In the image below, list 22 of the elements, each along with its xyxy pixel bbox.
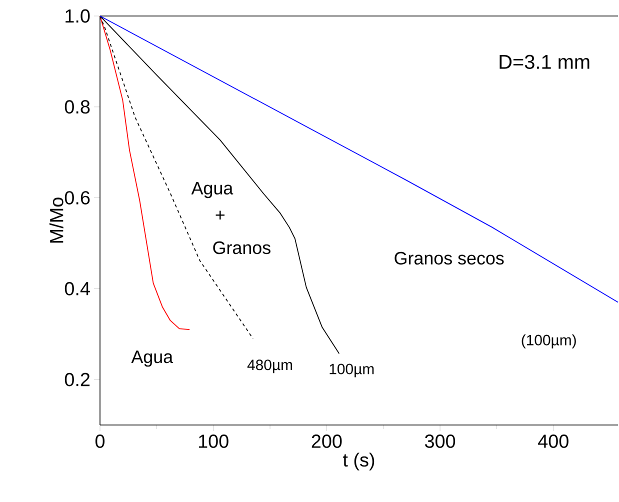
series-label: 100µm: [330, 364, 374, 378]
line-series: [100, 16, 190, 330]
x-tick-label: 100: [198, 434, 228, 448]
annotation: +: [216, 210, 225, 220]
series-label: Agua: [131, 350, 174, 367]
x-tick-label: 300: [424, 434, 456, 448]
annotation: D=3.1 mm: [500, 54, 590, 69]
x-tick-label: 400: [538, 434, 568, 448]
y-tick-label: 0.2: [64, 372, 90, 386]
y-tick-label: 0.6: [64, 191, 90, 204]
y-axis-title: M/Mo: [49, 198, 64, 243]
x-tick-label: 0: [95, 434, 105, 448]
annotation: Granos: [213, 241, 270, 254]
series-label: Granos secos: [394, 252, 504, 265]
y-tick-label: 0.4: [64, 282, 90, 296]
annotation: (100µm): [522, 334, 576, 348]
y-tick-label: 1.0: [66, 9, 90, 23]
y-tick-label: 0.8: [64, 100, 90, 114]
annotation: Agua: [191, 182, 234, 198]
x-tick-label: 200: [312, 434, 342, 448]
series-label: 480µm: [247, 360, 292, 374]
x-axis-title: t (s): [342, 452, 374, 470]
